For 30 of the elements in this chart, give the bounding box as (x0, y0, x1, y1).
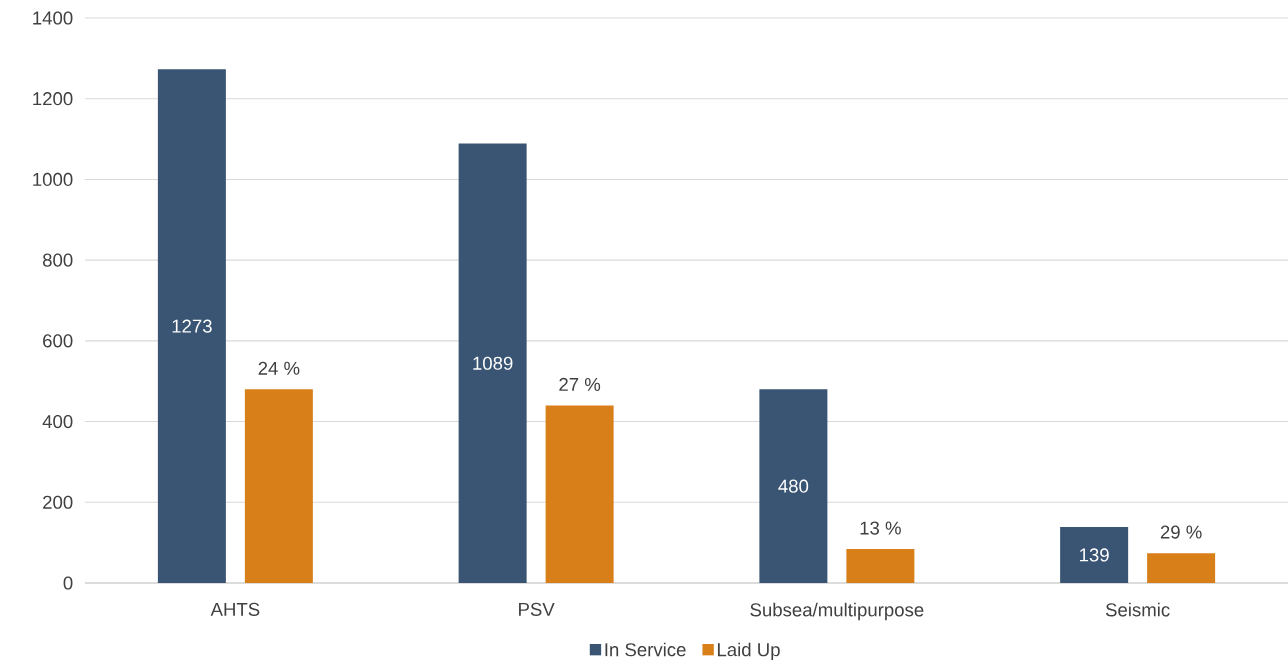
bar (458, 143, 527, 583)
y-tick-label: 600 (43, 334, 73, 348)
legend-label: In Service (605, 642, 686, 657)
bar (244, 389, 313, 583)
y-tick-label: 1200 (33, 92, 73, 106)
data-label: 139 (1080, 548, 1109, 562)
y-tick-label: 1400 (33, 11, 73, 25)
x-tick-label: AHTS (210, 602, 260, 616)
legend-label: Laid Up (717, 642, 780, 660)
x-tick-label: PSV (519, 602, 555, 616)
y-tick-label: 1000 (33, 172, 73, 187)
bar (759, 389, 828, 583)
y-tick-label: 0 (63, 576, 73, 590)
y-tick-label: 400 (42, 414, 73, 429)
data-label: 1273 (172, 319, 212, 333)
bar (1060, 526, 1129, 583)
x-tick-label: Subsea/multipurpose (750, 602, 924, 621)
annotation: 13 % (860, 521, 901, 535)
bar (1147, 553, 1216, 583)
annotation: 24 % (258, 361, 300, 375)
data-label: 480 (778, 479, 809, 493)
y-tick-label: 200 (43, 495, 73, 509)
bar (157, 69, 226, 583)
bar (545, 405, 614, 583)
annotation: 27 % (559, 377, 601, 391)
y-tick-label: 800 (42, 253, 73, 267)
bar (846, 549, 915, 583)
x-tick-label: Seismic (1105, 602, 1170, 617)
annotation: 29 % (1160, 525, 1202, 539)
data-label: 1089 (473, 356, 513, 370)
